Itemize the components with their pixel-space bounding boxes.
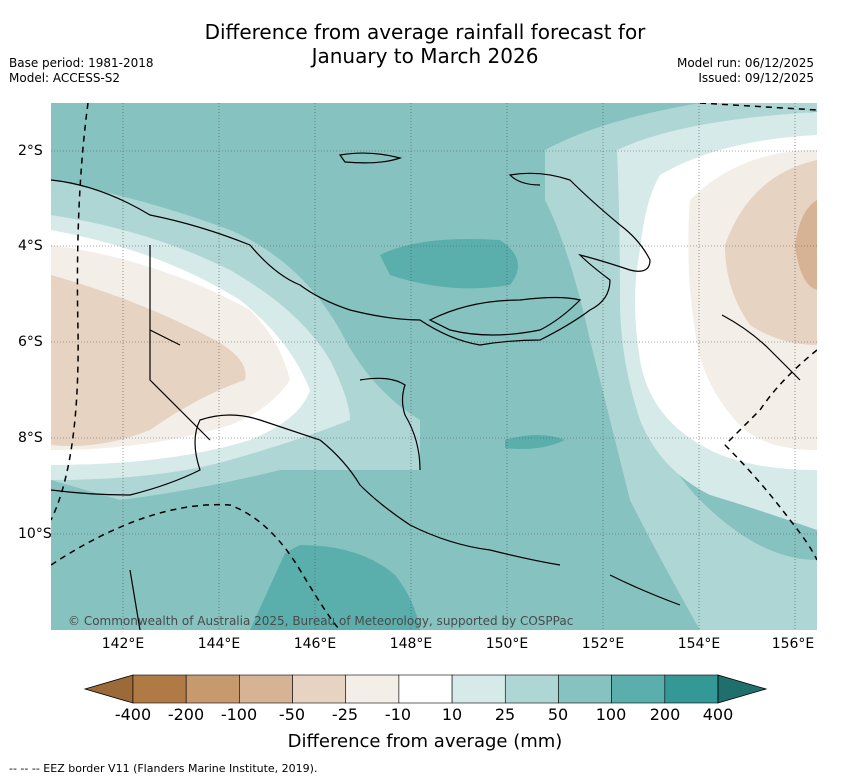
manus-island	[338, 152, 403, 164]
colorbar-label: -200	[167, 705, 205, 724]
issued-date: Issued: 09/12/2025	[698, 71, 814, 85]
meta-right: Model run: 06/12/2025 Issued: 09/12/2025	[677, 56, 814, 86]
colorbar-label: 50	[547, 705, 569, 724]
eez-east-1	[724, 349, 817, 446]
border-irian-south	[149, 330, 211, 441]
colorbar-label: 200	[649, 705, 681, 724]
colorbar-swatch	[451, 674, 506, 704]
model-name: Model: ACCESS-S2	[9, 71, 121, 85]
png-mainland-south	[51, 414, 561, 566]
y-tick: 10°S	[18, 526, 52, 542]
colorbar-label: 400	[702, 705, 734, 724]
contour-100-200-south	[235, 545, 420, 630]
colorbar-label: -25	[331, 705, 359, 724]
contour-dry-east-2	[725, 160, 817, 345]
colorbar-label: -400	[114, 705, 152, 724]
colorbar-swatch	[664, 674, 719, 704]
base-period: Base period: 1981-2018	[9, 56, 154, 70]
eez-south	[51, 503, 341, 630]
colorbar-swatch	[239, 674, 293, 704]
x-tick: 152°E	[581, 636, 625, 652]
eez-footnote: -- -- -- EEZ border V11 (Flanders Marine…	[9, 762, 318, 775]
x-tick: 144°E	[197, 636, 241, 652]
eez-west	[51, 103, 89, 521]
x-tick: 154°E	[677, 636, 721, 652]
colorbar-label: -50	[278, 705, 306, 724]
eez-northeast	[699, 103, 817, 111]
png-mainland-north	[51, 172, 651, 346]
colorbar-swatches	[83, 674, 768, 704]
colorbar-swatch	[504, 674, 559, 704]
colorbar-title: Difference from average (mm)	[287, 731, 563, 752]
meta-left: Base period: 1981-2018 Model: ACCESS-S2	[9, 56, 154, 86]
colorbar-swatch	[345, 674, 400, 704]
model-run: Model run: 06/12/2025	[676, 56, 814, 70]
eez-east-2	[724, 444, 817, 561]
map-title: Difference from average rainfall forecas…	[0, 20, 850, 68]
colorbar-label: 10	[441, 705, 463, 724]
x-tick: 146°E	[293, 636, 337, 652]
y-tick: 6°S	[18, 334, 43, 350]
coastlines	[51, 152, 801, 630]
contour-dry-east-3	[795, 200, 817, 290]
colorbar-label: 25	[494, 705, 516, 724]
colorbar-swatch	[292, 674, 347, 704]
y-tick: 4°S	[18, 238, 43, 254]
colorbar-arrow-high	[717, 674, 768, 704]
eez-borders	[51, 103, 817, 630]
colorbar-swatch	[185, 674, 240, 704]
x-tick: 150°E	[485, 636, 529, 652]
colorbar-label: 100	[595, 705, 627, 724]
bougainville-solomons	[721, 314, 801, 381]
y-tick: 8°S	[18, 430, 43, 446]
colorbar-label: -10	[384, 705, 412, 724]
colorbar-label: -100	[220, 705, 258, 724]
colorbar-arrow-low	[83, 674, 134, 704]
colorbar-swatch	[132, 674, 187, 704]
x-tick: 156°E	[771, 636, 815, 652]
cape-york	[129, 569, 141, 630]
y-tick: 2°S	[18, 143, 43, 159]
colorbar-swatch	[398, 674, 453, 704]
contour-25-50-east	[545, 103, 817, 630]
contour-dry-west-2	[51, 275, 246, 446]
x-tick: 148°E	[389, 636, 433, 652]
map-contours	[51, 103, 817, 630]
png-peninsula	[359, 377, 421, 471]
title-line-1: Difference from average rainfall forecas…	[204, 20, 646, 44]
title-line-2: January to March 2026	[311, 44, 539, 68]
contour-100-200-mid	[505, 435, 565, 449]
louisiade-archipelago	[609, 574, 681, 606]
colorbar-swatch	[611, 674, 666, 704]
colorbar-swatch	[558, 674, 612, 704]
x-tick: 142°E	[101, 636, 145, 652]
copyright-text: © Commonwealth of Australia 2025, Bureau…	[68, 614, 574, 628]
graticule	[51, 103, 817, 630]
contour-100-200-north	[380, 239, 518, 289]
new-britain	[428, 296, 582, 336]
